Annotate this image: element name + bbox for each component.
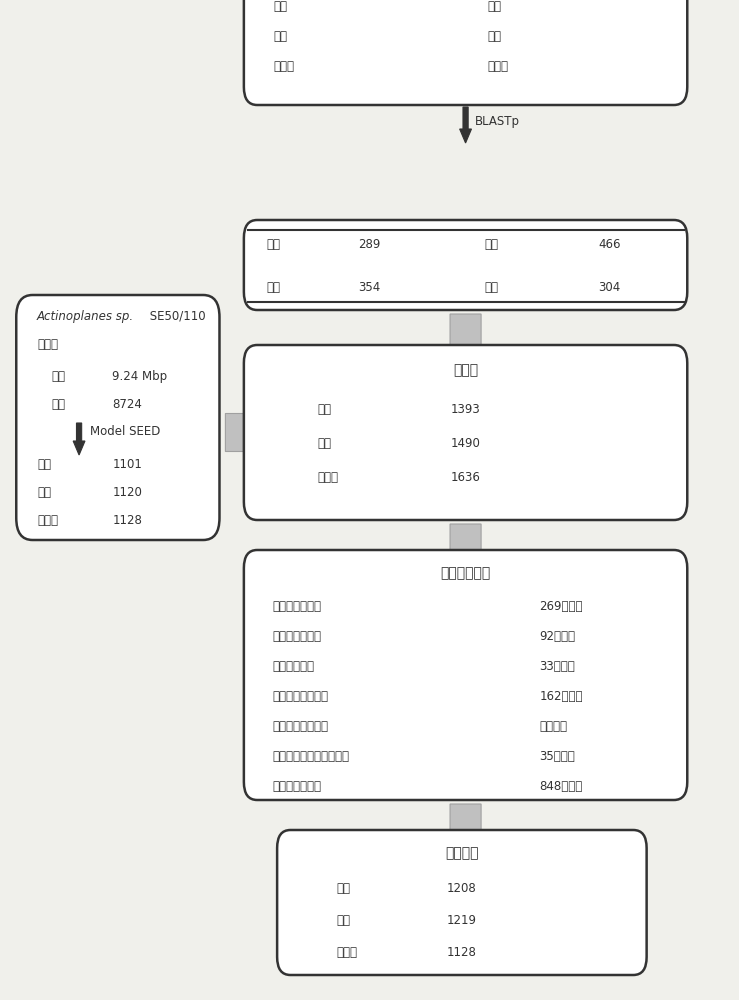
Text: 基因: 基因 (37, 458, 51, 471)
FancyBboxPatch shape (244, 220, 687, 310)
Text: 反应: 反应 (273, 30, 287, 43)
Text: 1393: 1393 (451, 403, 480, 416)
Text: 添加代谢亚系统: 添加代谢亚系统 (272, 780, 321, 793)
Text: 反应: 反应 (37, 486, 51, 499)
Text: 269个反应: 269个反应 (539, 600, 583, 613)
FancyBboxPatch shape (244, 0, 687, 105)
FancyArrow shape (435, 314, 497, 374)
Text: 代谢漏洞的填补: 代谢漏洞的填补 (272, 630, 321, 643)
Text: 质量电荷平衡检查: 质量电荷平衡检查 (272, 720, 328, 733)
Text: 1120: 1120 (112, 486, 142, 499)
Text: 删除不恰当的反应: 删除不恰当的反应 (272, 690, 328, 703)
Text: 基因: 基因 (266, 238, 280, 251)
Text: 466: 466 (599, 238, 621, 251)
Text: 基因: 基因 (484, 238, 498, 251)
FancyBboxPatch shape (16, 295, 219, 540)
FancyArrow shape (435, 524, 497, 574)
Text: 1636: 1636 (451, 471, 480, 484)
Text: 基因: 基因 (273, 0, 287, 13)
Text: 1208: 1208 (447, 882, 477, 895)
Text: 35个反应: 35个反应 (539, 750, 575, 763)
Text: SE50/110: SE50/110 (146, 310, 206, 323)
FancyBboxPatch shape (244, 345, 687, 520)
Text: 大小: 大小 (52, 370, 66, 383)
Text: 9.24 Mbp: 9.24 Mbp (112, 370, 168, 383)
Text: 304: 304 (599, 281, 621, 294)
Text: 反应: 反应 (266, 281, 280, 294)
FancyArrow shape (460, 107, 471, 143)
Text: 反应: 反应 (318, 437, 332, 450)
Text: 1490: 1490 (451, 437, 480, 450)
Text: 8724: 8724 (112, 398, 142, 411)
Text: 反应: 反应 (336, 914, 350, 927)
FancyBboxPatch shape (277, 830, 647, 975)
FancyArrow shape (225, 396, 268, 468)
Text: 基因组: 基因组 (37, 338, 58, 351)
Text: 代谢物: 代谢物 (336, 946, 357, 959)
Text: 1219: 1219 (447, 914, 477, 927)
Text: 基因: 基因 (488, 0, 502, 13)
Text: 代谢物: 代谢物 (488, 60, 508, 73)
Text: 基因: 基因 (318, 403, 332, 416)
Text: 所有反应: 所有反应 (539, 720, 568, 733)
Text: 重复反应的删除: 重复反应的删除 (272, 600, 321, 613)
Text: 代谢物: 代谢物 (318, 471, 338, 484)
Text: 反应: 反应 (484, 281, 498, 294)
FancyBboxPatch shape (244, 550, 687, 800)
Text: 162个反应: 162个反应 (539, 690, 583, 703)
Text: 代谢物: 代谢物 (37, 514, 58, 527)
Text: 1101: 1101 (112, 458, 142, 471)
Text: 初模型: 初模型 (453, 363, 478, 377)
Text: 92个反应: 92个反应 (539, 630, 576, 643)
FancyArrow shape (435, 804, 497, 856)
Text: Actinoplanes sp.: Actinoplanes sp. (37, 310, 134, 323)
Text: 反应: 反应 (488, 30, 502, 43)
Text: 阿卡波糖合成反应的添加: 阿卡波糖合成反应的添加 (272, 750, 349, 763)
Text: 354: 354 (358, 281, 381, 294)
Text: 模型精炼过程: 模型精炼过程 (440, 566, 491, 580)
Text: 添加转运反应: 添加转运反应 (272, 660, 314, 673)
Text: 1128: 1128 (112, 514, 142, 527)
Text: 289: 289 (358, 238, 381, 251)
Text: Model SEED: Model SEED (90, 425, 160, 438)
Text: 848个反应: 848个反应 (539, 780, 583, 793)
Text: 最终模型: 最终模型 (445, 846, 479, 860)
Text: 33个反应: 33个反应 (539, 660, 575, 673)
Text: 基因: 基因 (52, 398, 66, 411)
Text: 基因: 基因 (336, 882, 350, 895)
FancyArrow shape (73, 423, 85, 455)
Text: 1128: 1128 (447, 946, 477, 959)
Text: 代谢物: 代谢物 (273, 60, 294, 73)
Text: BLASTp: BLASTp (475, 115, 520, 128)
